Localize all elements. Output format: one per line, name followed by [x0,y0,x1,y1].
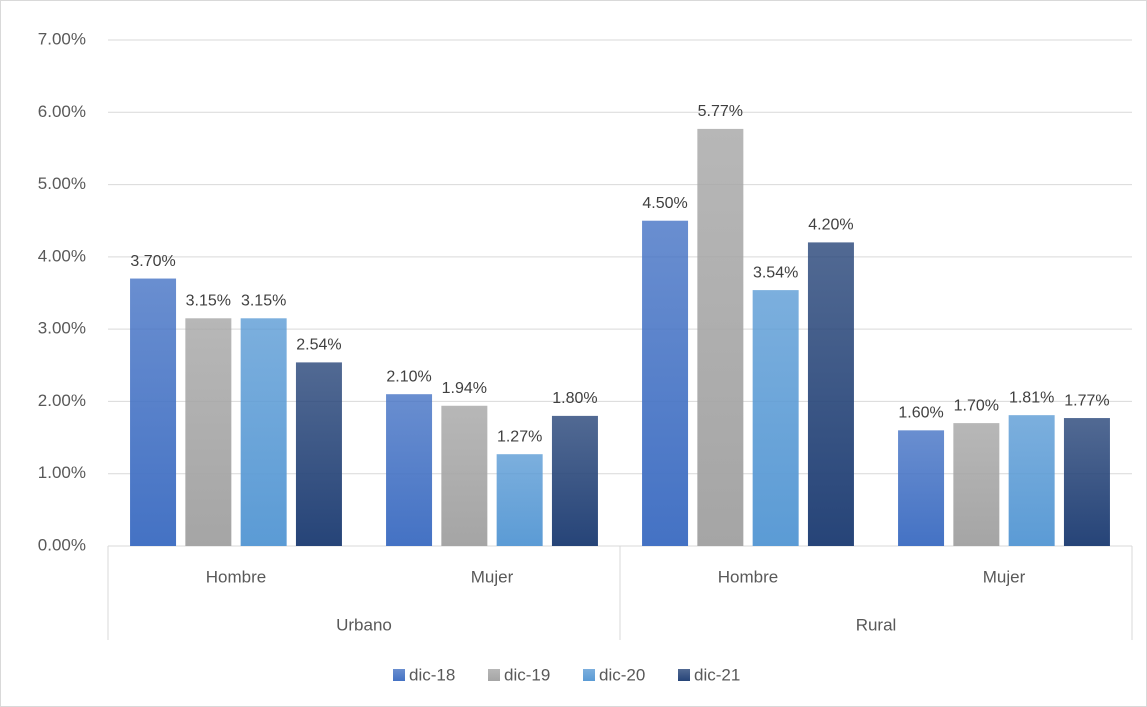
x-tick-label: Hombre [206,567,266,586]
data-label: 4.20% [808,217,853,234]
y-tick-label: 1.00% [38,463,86,482]
bar [496,454,543,546]
x-tick-label: Mujer [983,567,1026,586]
data-label: 1.70% [954,397,999,414]
bar [953,423,1000,546]
data-label: 3.15% [186,293,231,310]
data-label: 1.80% [552,390,597,407]
bar [807,242,854,546]
legend-label: dic-19 [504,665,550,684]
data-label: 2.54% [296,337,341,354]
bar [295,362,342,546]
y-tick-label: 6.00% [38,102,86,121]
bar [386,394,433,546]
data-label: 1.81% [1009,389,1054,406]
bar [1008,415,1055,546]
bar [130,278,177,546]
group-label: Urbano [336,615,392,634]
legend-label: dic-18 [409,665,455,684]
bar [185,318,232,546]
data-label: 3.15% [241,293,286,310]
bar [642,220,689,546]
legend-label: dic-20 [599,665,645,684]
y-tick-label: 2.00% [38,391,86,410]
data-label: 1.60% [898,405,943,422]
legend-swatch [393,669,405,681]
data-label: 3.54% [753,264,798,281]
data-label: 5.77% [698,103,743,120]
x-tick-label: Mujer [471,567,514,586]
legend-swatch [488,669,500,681]
x-tick-label: Hombre [718,567,778,586]
bar [752,290,799,546]
legend-label: dic-21 [694,665,740,684]
y-tick-label: 0.00% [38,535,86,554]
data-label: 4.50% [642,195,687,212]
data-label: 2.10% [386,368,431,385]
data-label: 1.77% [1064,392,1109,409]
legend-swatch [678,669,690,681]
data-label: 3.70% [130,253,175,270]
data-label: 1.27% [497,428,542,445]
data-label: 1.94% [442,380,487,397]
bar [240,318,287,546]
bar [441,405,488,546]
group-label: Rural [856,615,897,634]
y-tick-label: 7.00% [38,29,86,48]
bar [898,430,945,546]
y-tick-label: 4.00% [38,246,86,265]
bar [1063,418,1110,546]
y-tick-label: 5.00% [38,174,86,193]
legend-swatch [583,669,595,681]
bar [551,415,598,546]
bar [697,128,744,546]
y-tick-label: 3.00% [38,319,86,338]
